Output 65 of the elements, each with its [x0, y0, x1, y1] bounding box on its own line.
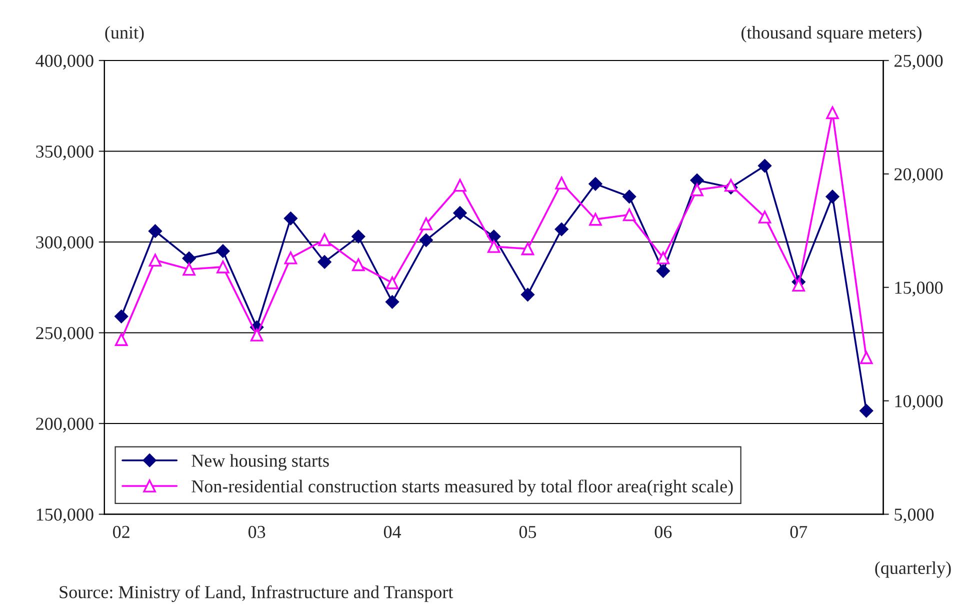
x-tick-label: 03	[248, 526, 266, 538]
point	[622, 190, 636, 204]
point	[487, 240, 500, 253]
point	[386, 295, 399, 309]
text: (quarterly)	[875, 561, 951, 578]
y-tick-label: 400,000	[36, 54, 94, 70]
point	[182, 252, 196, 266]
point	[386, 276, 399, 290]
y-tick-label: 250,000	[36, 327, 94, 342]
y2-tick-label: 25,000	[894, 54, 943, 70]
point	[589, 212, 602, 226]
legend-label: Non-residential construction starts measured by total floor area(right scale)	[192, 480, 733, 496]
point	[690, 183, 704, 196]
point	[554, 222, 568, 236]
point	[182, 262, 196, 276]
point	[284, 212, 298, 226]
point	[622, 208, 636, 222]
point	[758, 159, 772, 172]
point	[114, 310, 128, 324]
point	[860, 351, 873, 364]
point	[250, 328, 264, 342]
point	[758, 210, 772, 224]
point	[216, 244, 230, 258]
point	[318, 255, 332, 269]
point	[216, 260, 230, 274]
y2-tick-label: 15,000	[895, 282, 943, 296]
y2-tick-label: 10,000	[895, 395, 943, 410]
point	[588, 177, 602, 191]
x-tick-label: 02	[113, 526, 130, 538]
point	[114, 333, 128, 346]
point	[724, 178, 738, 192]
point	[420, 217, 433, 230]
point	[690, 174, 704, 188]
y2-axis-title: (thousand square meters)	[742, 26, 922, 42]
point	[656, 251, 670, 264]
y-axis-title: (unit)	[105, 26, 144, 42]
x-tick-label: 04	[384, 526, 402, 538]
legend-label: New housing starts	[192, 454, 329, 471]
x-tick-label: 07	[790, 526, 808, 538]
y-tick-label: 300,000	[36, 236, 94, 252]
y2-tick-label: 20,000	[894, 168, 943, 183]
point	[792, 278, 806, 292]
point	[826, 106, 839, 120]
point	[148, 254, 162, 267]
y-tick-label: 200,000	[36, 418, 94, 433]
point	[352, 258, 365, 272]
x-tick-label: 05	[519, 526, 536, 538]
point	[555, 176, 568, 190]
point	[454, 178, 466, 192]
point	[453, 206, 467, 220]
y2-tick-label: 5,000	[894, 508, 934, 524]
x-tick-label: 06	[654, 526, 672, 538]
y-tick-label: 150,000	[36, 508, 94, 524]
point	[352, 230, 366, 244]
point	[521, 242, 534, 256]
point	[860, 404, 874, 418]
point	[284, 251, 298, 264]
y-tick-label: 350,000	[36, 146, 94, 160]
source-note: Source: Ministry of Land, Infrastructure and Transport	[60, 585, 454, 602]
point	[148, 224, 162, 238]
point	[318, 233, 331, 246]
point	[826, 190, 840, 204]
point	[419, 233, 433, 247]
point	[656, 264, 670, 278]
point	[520, 288, 534, 302]
